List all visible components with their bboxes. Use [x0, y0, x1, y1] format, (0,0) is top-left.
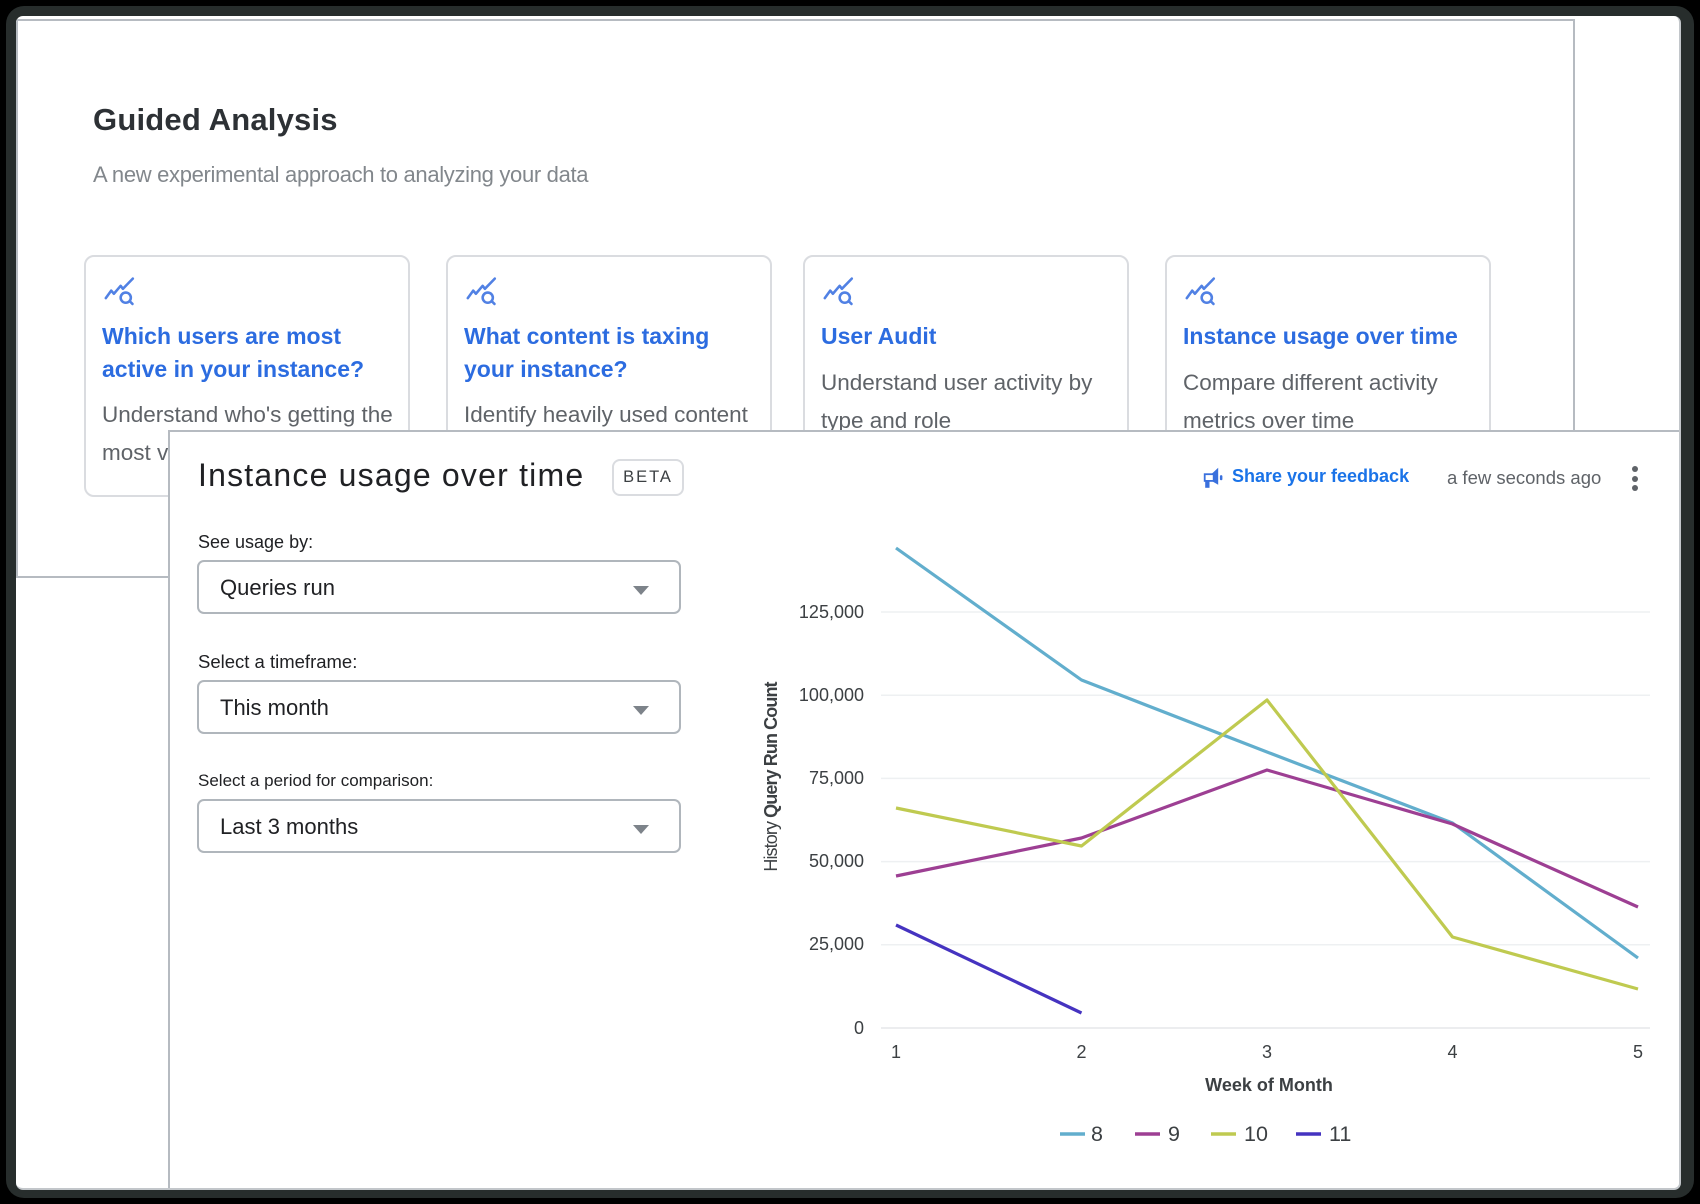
svg-text:10: 10 — [1244, 1122, 1268, 1146]
svg-text:5: 5 — [1633, 1042, 1643, 1062]
svg-text:9: 9 — [1168, 1122, 1180, 1146]
svg-text:1: 1 — [891, 1042, 901, 1062]
svg-text:75,000: 75,000 — [809, 768, 864, 788]
svg-text:3: 3 — [1262, 1042, 1272, 1062]
svg-text:2: 2 — [1076, 1042, 1086, 1062]
svg-text:History Query Run Count: History Query Run Count — [761, 681, 781, 871]
svg-text:4: 4 — [1447, 1042, 1457, 1062]
svg-text:0: 0 — [854, 1018, 864, 1038]
svg-text:125,000: 125,000 — [799, 602, 864, 622]
svg-text:11: 11 — [1329, 1122, 1351, 1146]
svg-text:50,000: 50,000 — [809, 851, 864, 871]
svg-text:8: 8 — [1091, 1122, 1103, 1146]
svg-text:25,000: 25,000 — [809, 934, 864, 954]
svg-text:Week of Month: Week of Month — [1205, 1075, 1333, 1095]
svg-text:100,000: 100,000 — [799, 685, 864, 705]
